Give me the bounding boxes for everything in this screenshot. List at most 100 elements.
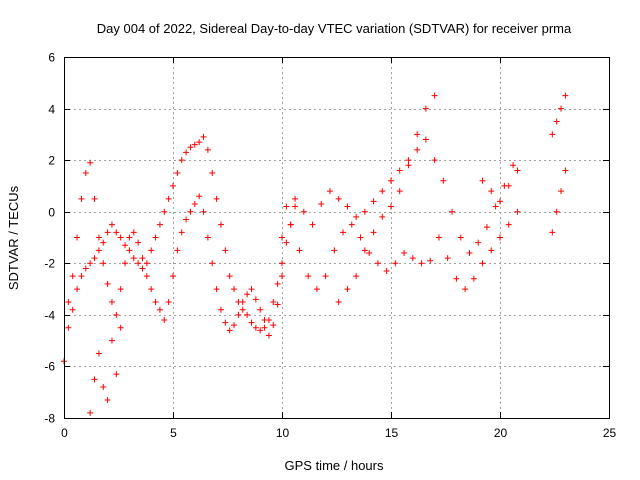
data-point: [414, 131, 421, 138]
data-point: [409, 255, 416, 262]
data-point: [91, 255, 98, 262]
data-point: [222, 319, 229, 326]
data-point: [379, 188, 386, 195]
data-point: [553, 208, 560, 215]
data-point: [117, 234, 124, 241]
data-point: [156, 221, 163, 228]
data-point: [313, 286, 320, 293]
data-point: [82, 265, 89, 272]
data-point: [78, 195, 85, 202]
series-track-f: [479, 167, 521, 205]
data-point: [200, 208, 207, 215]
data-point: [130, 255, 137, 262]
data-point: [331, 247, 338, 254]
data-point: [161, 208, 168, 215]
data-point: [213, 286, 220, 293]
data-point: [549, 131, 556, 138]
data-point: [183, 216, 190, 223]
data-point: [553, 118, 560, 125]
data-point: [244, 291, 251, 298]
data-point: [178, 229, 185, 236]
data-point: [370, 198, 377, 205]
data-point: [497, 234, 503, 241]
x-tick-label: 10: [276, 426, 290, 440]
y-tick-label: 6: [48, 51, 55, 65]
data-point: [348, 221, 355, 228]
data-point: [100, 260, 107, 267]
data-point: [226, 327, 233, 334]
data-point: [69, 273, 76, 280]
y-tick-label: -6: [44, 360, 55, 374]
data-point: [453, 275, 460, 282]
data-point: [514, 208, 521, 215]
x-tick-label: 15: [385, 426, 399, 440]
data-point: [514, 167, 521, 174]
data-point: [191, 200, 198, 207]
data-point: [178, 157, 185, 164]
data-point: [217, 306, 224, 313]
data-point: [104, 229, 111, 236]
data-point: [435, 234, 442, 241]
data-point: [449, 208, 456, 215]
data-point: [165, 298, 172, 305]
chart-title: Day 004 of 2022, Sidereal Day-to-day VTE…: [97, 21, 572, 36]
data-point: [161, 317, 168, 324]
data-point: [95, 350, 102, 357]
data-point: [148, 247, 155, 254]
x-tick-label: 25: [603, 426, 617, 440]
data-point: [361, 247, 368, 254]
data-point: [318, 200, 325, 207]
data-point: [113, 311, 120, 318]
data-point: [117, 286, 124, 293]
data-point: [305, 273, 312, 280]
data-point: [143, 273, 150, 280]
data-point: [69, 306, 76, 313]
data-point: [108, 221, 115, 228]
data-point: [562, 167, 569, 174]
data-point: [191, 141, 198, 148]
data-point: [174, 170, 181, 177]
data-point: [296, 247, 303, 254]
data-point: [87, 409, 94, 416]
data-point: [126, 247, 133, 254]
data-point: [322, 273, 329, 280]
data-point: [165, 195, 172, 202]
data-point: [126, 234, 133, 241]
series-track-i: [87, 324, 124, 416]
data-point: [91, 195, 98, 202]
data-point: [479, 177, 486, 184]
data-point: [135, 239, 142, 246]
data-point: [340, 229, 347, 236]
data-point: [414, 146, 421, 153]
data-point: [231, 322, 238, 329]
data-point: [388, 203, 394, 210]
data-point: [475, 239, 482, 246]
series-track-e: [335, 92, 438, 305]
data-point: [209, 260, 216, 267]
y-axis-label: SDTVAR / TECUs: [6, 185, 21, 290]
data-point: [457, 234, 464, 241]
data-point: [148, 286, 155, 293]
data-point: [279, 273, 285, 280]
data-point: [270, 322, 277, 329]
grid-lines: [64, 57, 609, 418]
data-point: [244, 311, 251, 318]
data-point: [187, 144, 194, 151]
y-tick-label: -4: [44, 309, 55, 323]
data-point: [492, 203, 499, 210]
data-point: [104, 280, 111, 287]
data-point: [335, 298, 342, 305]
data-point: [248, 286, 255, 293]
data-point: [300, 208, 307, 215]
data-marks: [61, 92, 569, 416]
data-point: [100, 384, 107, 391]
data-point: [252, 296, 259, 303]
data-point: [261, 324, 268, 331]
data-point: [78, 273, 85, 280]
data-point: [231, 286, 238, 293]
data-point: [74, 286, 81, 293]
data-point: [65, 298, 72, 305]
data-point: [122, 260, 129, 267]
data-point: [431, 157, 438, 164]
